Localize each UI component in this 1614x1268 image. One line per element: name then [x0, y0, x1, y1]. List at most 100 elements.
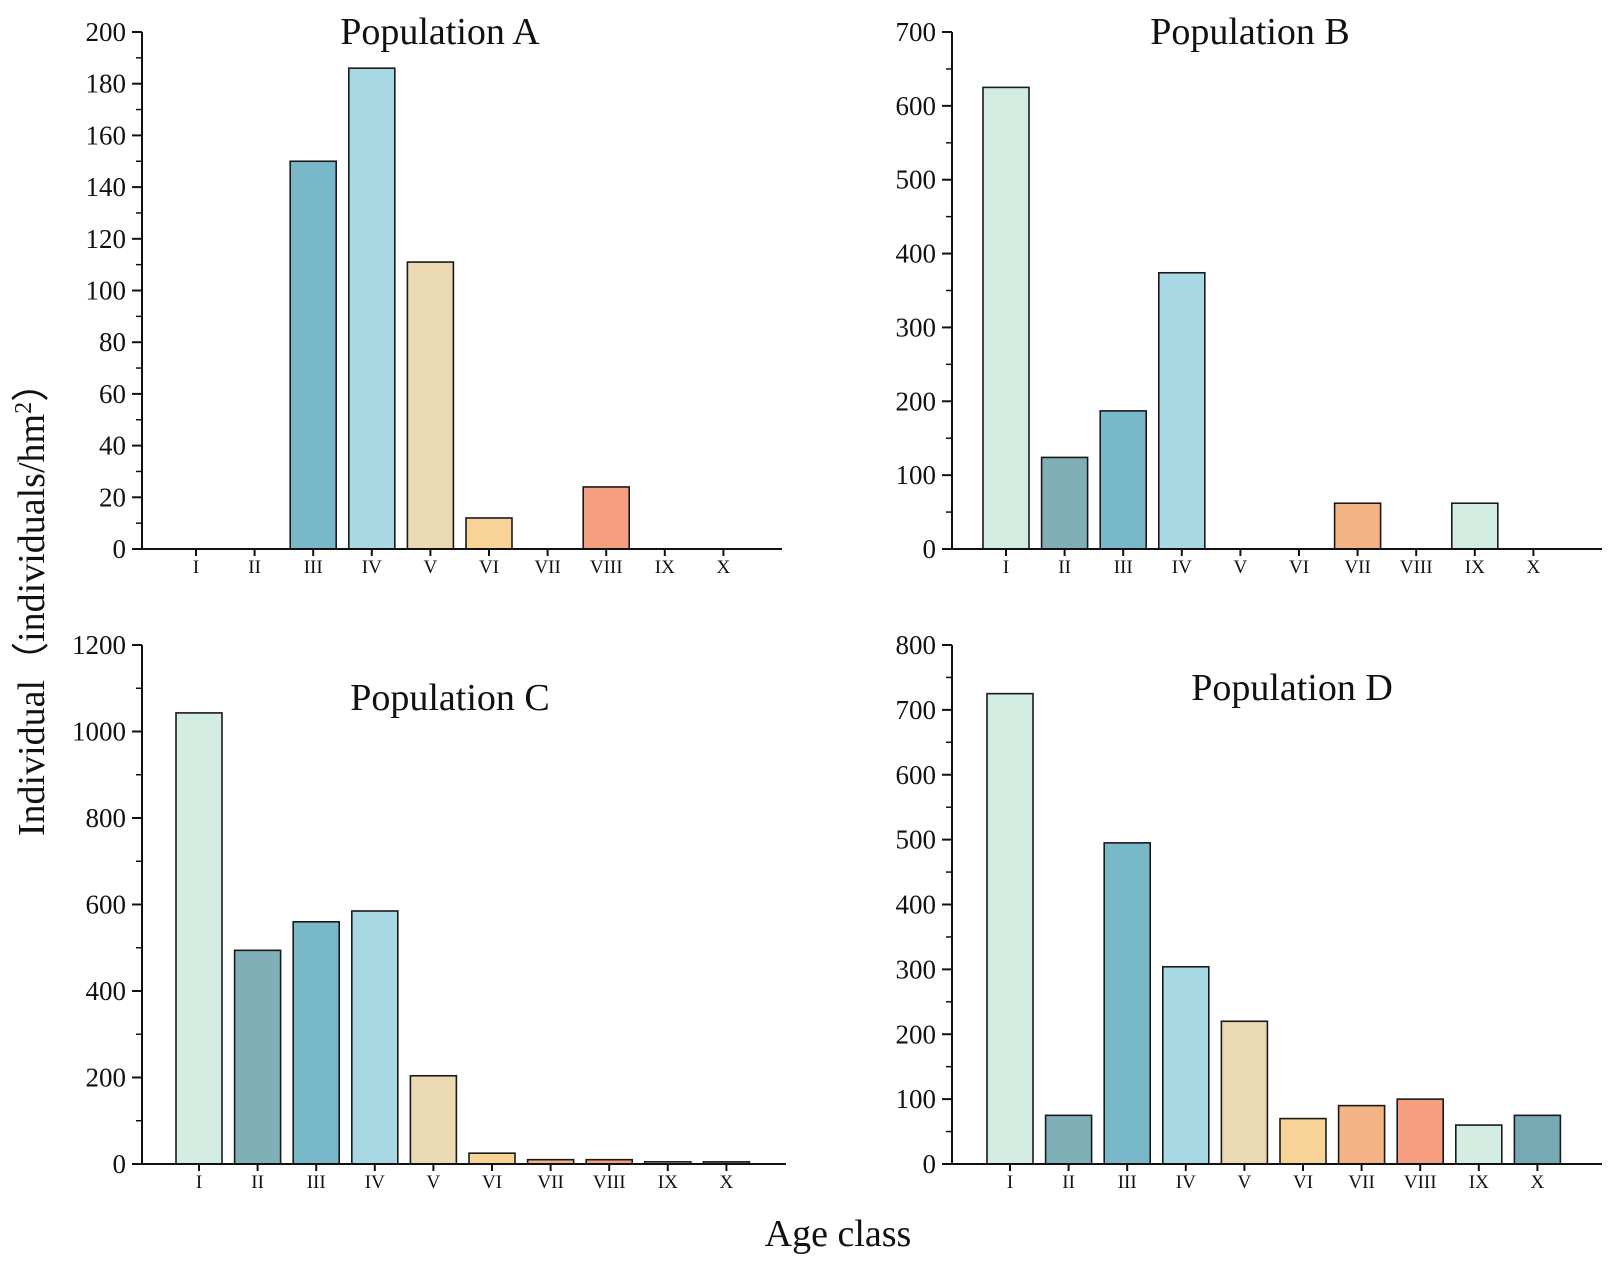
- bar-v: [406, 261, 455, 550]
- bar-ix: [1451, 502, 1499, 550]
- x-tick-label: I: [193, 557, 199, 578]
- x-tick-label: I: [1007, 1172, 1013, 1193]
- x-tick-label: IV: [362, 557, 382, 578]
- y-tick-label: 600: [86, 890, 127, 920]
- y-tick-label: 100: [896, 460, 937, 490]
- bar-iii: [1099, 410, 1147, 550]
- y-tick-label: 400: [896, 239, 937, 269]
- x-tick-label: X: [717, 557, 731, 578]
- bar-vii: [1333, 502, 1382, 550]
- y-tick-label: 200: [86, 17, 127, 47]
- bar-ii: [233, 949, 282, 1165]
- y-tick-label: 0: [113, 1149, 127, 1179]
- bar-i: [982, 86, 1030, 550]
- bar-vi: [468, 1152, 516, 1165]
- bar-iv: [1158, 271, 1206, 550]
- x-tick-label: II: [248, 557, 261, 578]
- x-tick-label: I: [196, 1172, 202, 1193]
- y-tick-label: 800: [896, 630, 937, 660]
- x-tick-label: VIII: [593, 1172, 626, 1193]
- y-tick-label: 0: [923, 1149, 937, 1179]
- y-tick-label: 100: [86, 276, 127, 306]
- y-tick-label: 200: [86, 1063, 127, 1093]
- x-tick-label: VII: [534, 557, 560, 578]
- panel-title: Population C: [350, 677, 550, 719]
- y-tick-label: 40: [99, 431, 126, 461]
- x-tick-label: II: [251, 1172, 264, 1193]
- bar-vi: [465, 517, 513, 550]
- x-tick-label: III: [307, 1172, 326, 1193]
- y-tick-label: 500: [896, 825, 937, 855]
- bar-ii: [1044, 1114, 1093, 1165]
- x-tick-label: VII: [1348, 1172, 1374, 1193]
- x-tick-label: VI: [1289, 557, 1309, 578]
- x-tick-label: IX: [1465, 557, 1485, 578]
- bar-i: [175, 712, 223, 1165]
- bar-v: [1220, 1020, 1269, 1165]
- y-tick-label: 180: [86, 69, 127, 99]
- x-tick-label: X: [1531, 1172, 1545, 1193]
- y-tick-label: 300: [896, 954, 937, 984]
- y-tick-label: 60: [99, 379, 126, 409]
- y-tick-label: 200: [896, 1019, 937, 1049]
- y-tick-label: 0: [113, 534, 127, 564]
- y-tick-label: 160: [86, 120, 127, 150]
- y-tick-label: 400: [86, 976, 127, 1006]
- x-tick-label: IV: [1176, 1172, 1196, 1193]
- bar-viii: [1396, 1098, 1444, 1165]
- bar-iv: [350, 910, 399, 1165]
- bar-vi: [1279, 1117, 1327, 1165]
- y-tick-label: 20: [99, 482, 126, 512]
- x-tick-label: VIII: [1400, 557, 1433, 578]
- x-tick-label: I: [1003, 557, 1009, 578]
- bar-iv: [347, 67, 396, 550]
- y-tick-label: 300: [896, 312, 937, 342]
- x-tick-label: X: [1527, 557, 1541, 578]
- x-tick-label: V: [424, 557, 438, 578]
- x-tick-label: VI: [482, 1172, 502, 1193]
- x-tick-label: IX: [655, 557, 675, 578]
- bar-iii: [292, 920, 341, 1165]
- bar-iv: [1162, 965, 1210, 1165]
- bar-iii: [289, 160, 338, 550]
- y-tick-label: 600: [896, 91, 937, 121]
- y-tick-label: 500: [896, 165, 937, 195]
- y-tick-label: 1000: [72, 717, 126, 747]
- y-tick-label: 600: [896, 760, 937, 790]
- bar-viii: [582, 486, 631, 550]
- x-tick-label: IX: [1469, 1172, 1489, 1193]
- panel-title: Population D: [1191, 667, 1393, 709]
- bar-ix: [1455, 1124, 1503, 1165]
- y-tick-label: 120: [86, 224, 127, 254]
- x-tick-label: IV: [1172, 557, 1192, 578]
- x-tick-label: III: [1118, 1172, 1137, 1193]
- x-tick-label: X: [720, 1172, 734, 1193]
- x-tick-label: IX: [658, 1172, 678, 1193]
- shared-xlabel: Age class: [765, 1213, 912, 1255]
- x-tick-label: VI: [1293, 1172, 1313, 1193]
- x-tick-label: VI: [479, 557, 499, 578]
- panel-title: Population A: [340, 11, 540, 53]
- panel-title: Population B: [1150, 11, 1350, 53]
- y-tick-label: 700: [896, 695, 937, 725]
- bar-vii: [1337, 1104, 1386, 1165]
- y-tick-label: 800: [86, 803, 127, 833]
- bar-iii: [1103, 842, 1151, 1165]
- x-tick-label: III: [304, 557, 323, 578]
- x-tick-label: VIII: [1404, 1172, 1437, 1193]
- bar-ii: [1040, 456, 1089, 550]
- shared-ylabel: Individual（individuals/hm2）: [11, 364, 53, 836]
- y-tick-label: 100: [896, 1084, 937, 1114]
- y-tick-label: 400: [896, 890, 937, 920]
- x-tick-label: VII: [537, 1172, 563, 1193]
- y-tick-label: 80: [99, 327, 126, 357]
- y-tick-label: 140: [86, 172, 127, 202]
- bar-x: [1513, 1114, 1562, 1165]
- y-tick-label: 0: [923, 534, 937, 564]
- x-tick-label: VIII: [590, 557, 623, 578]
